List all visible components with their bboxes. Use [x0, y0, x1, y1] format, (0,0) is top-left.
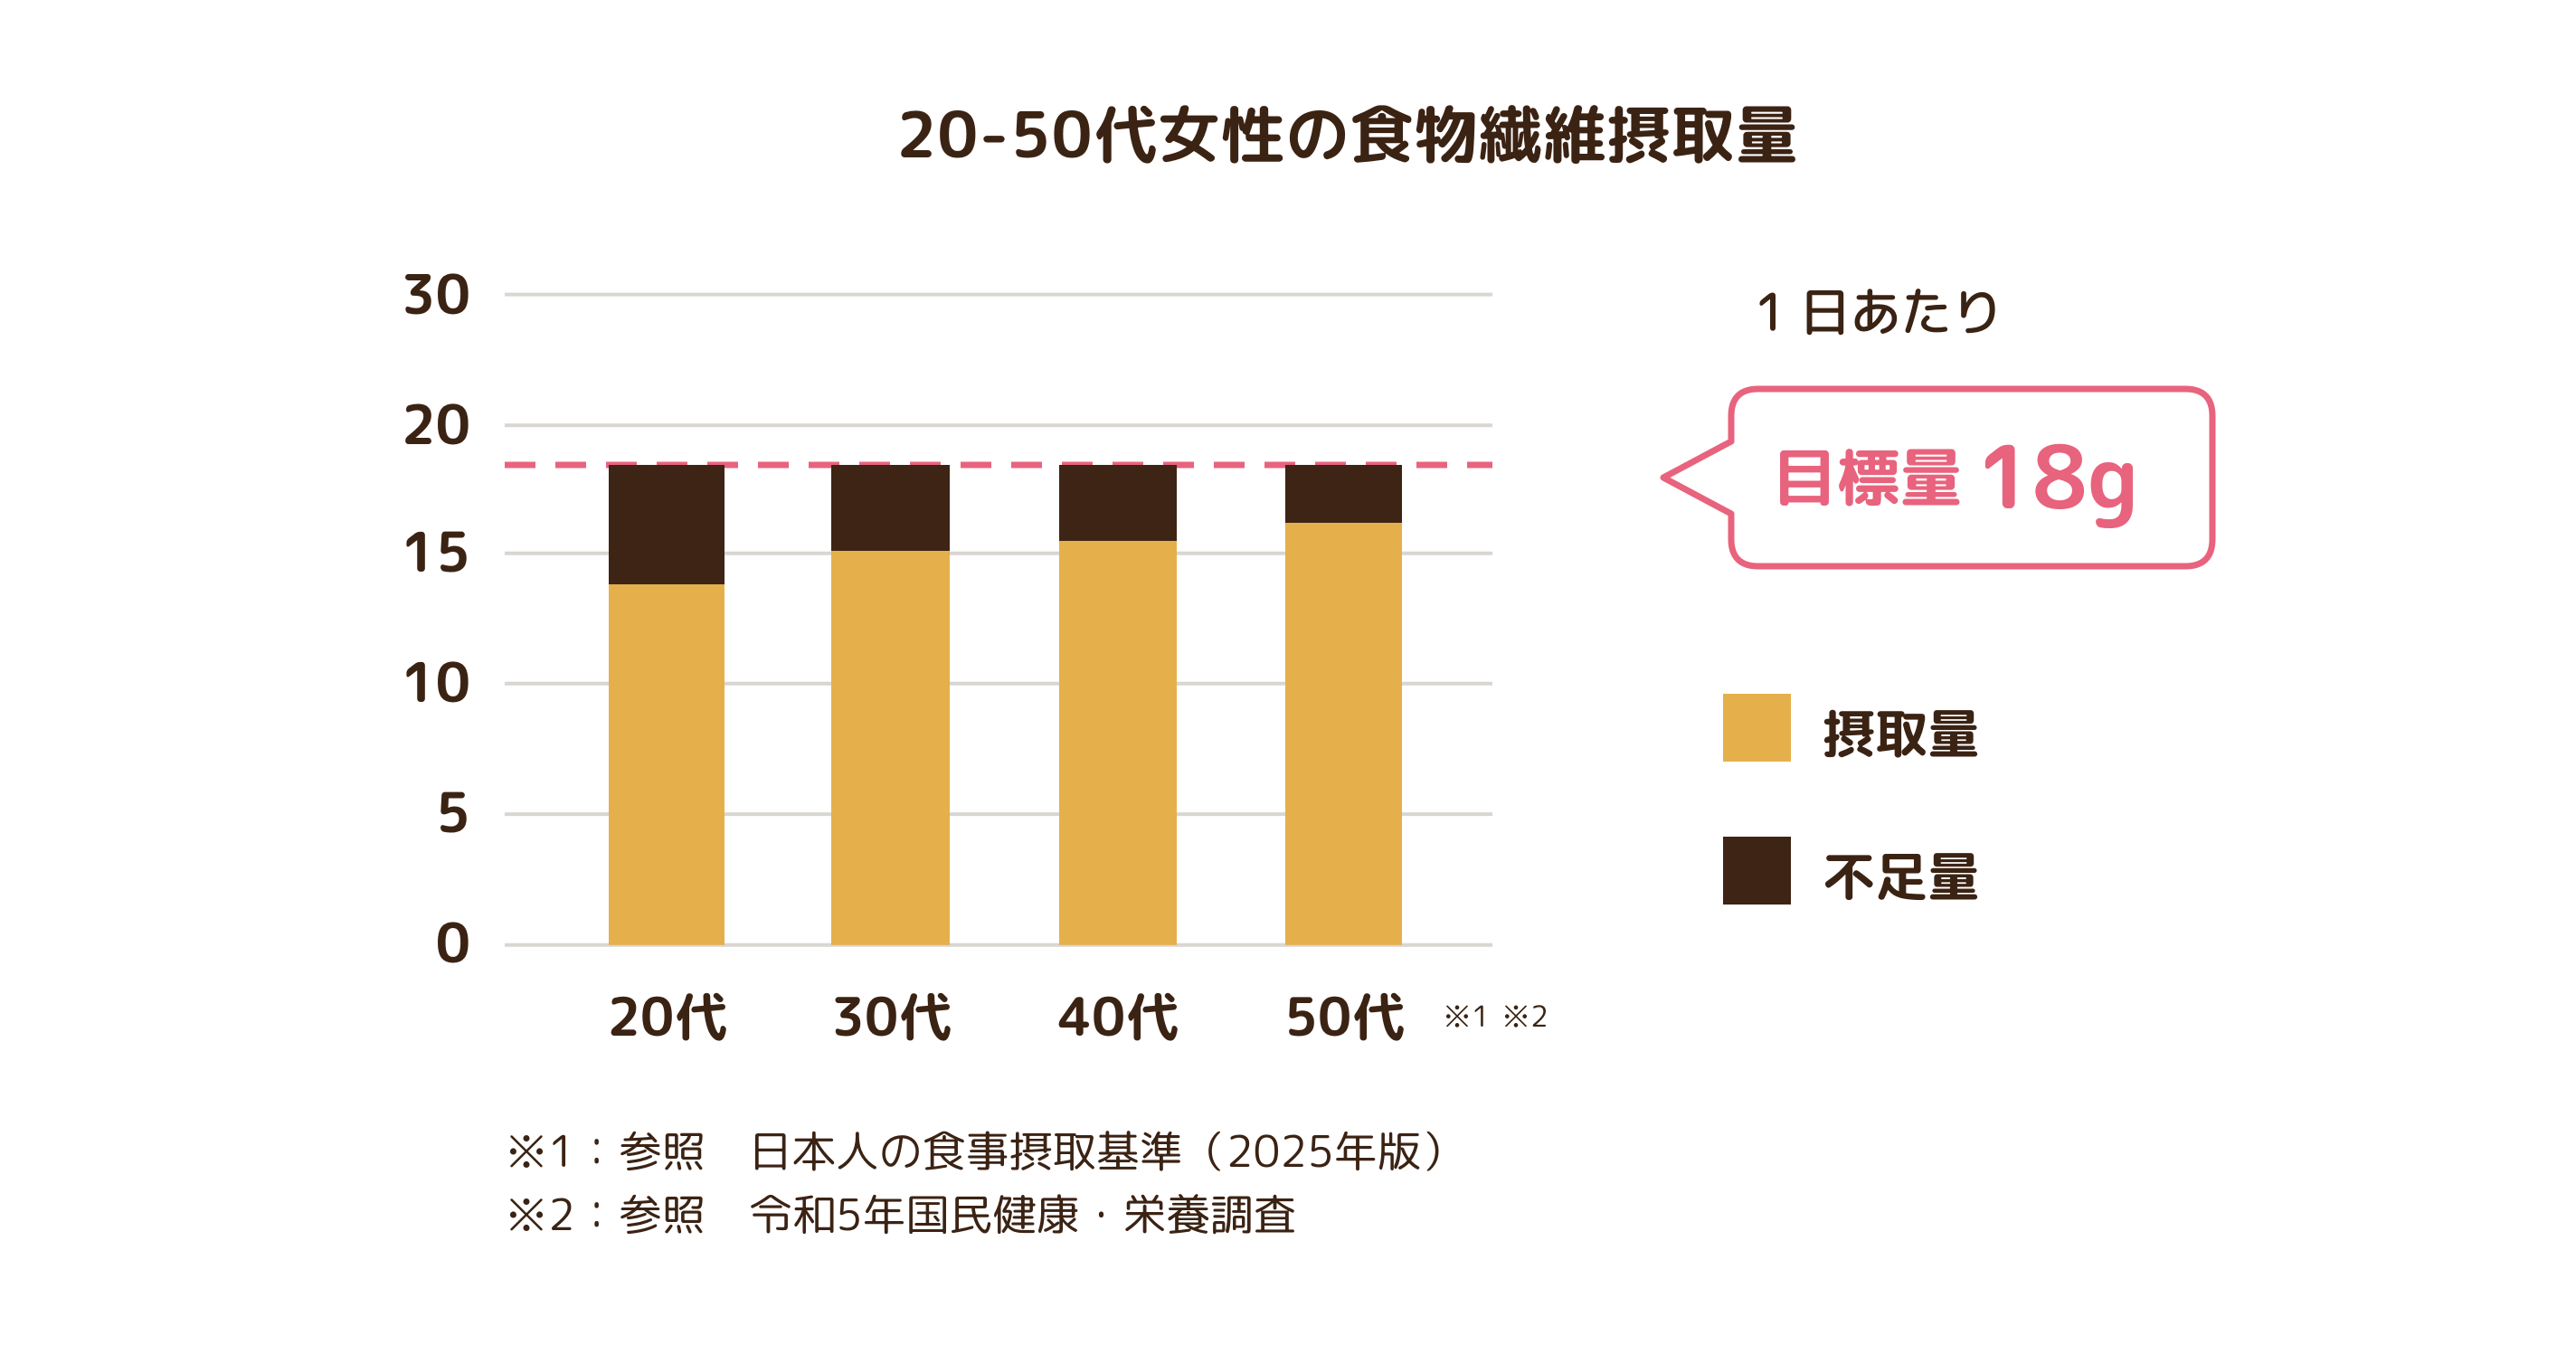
svg-text:30: 30: [401, 256, 470, 332]
svg-text:20: 20: [401, 386, 470, 462]
svg-text:目標量: 目標量: [1773, 433, 1963, 521]
svg-text:50代: 50代: [1284, 980, 1404, 1053]
svg-text:30代: 30代: [831, 980, 951, 1053]
svg-text:20代: 20代: [607, 980, 726, 1053]
svg-text:40代: 40代: [1058, 980, 1178, 1053]
svg-text:10: 10: [401, 644, 470, 720]
svg-text:摂取量: 摂取量: [1823, 696, 1980, 770]
svg-text:15: 15: [401, 514, 470, 590]
svg-text:5: 5: [436, 774, 470, 850]
svg-text:18g: 18g: [1976, 415, 2139, 536]
svg-text:※1: ※1: [1443, 997, 1490, 1037]
svg-text:不足量: 不足量: [1823, 839, 1980, 913]
svg-text:1 日あたり: 1 日あたり: [1755, 276, 2003, 346]
svg-text:※1：参照 日本人の食事摂取基準（2025年版）: ※1：参照 日本人の食事摂取基準（2025年版）: [505, 1121, 1464, 1181]
svg-text:0: 0: [436, 905, 470, 980]
svg-text:※2：参照 令和5年国民健康・栄養調査: ※2：参照 令和5年国民健康・栄養調査: [505, 1184, 1297, 1245]
svg-text:※2: ※2: [1501, 997, 1548, 1037]
